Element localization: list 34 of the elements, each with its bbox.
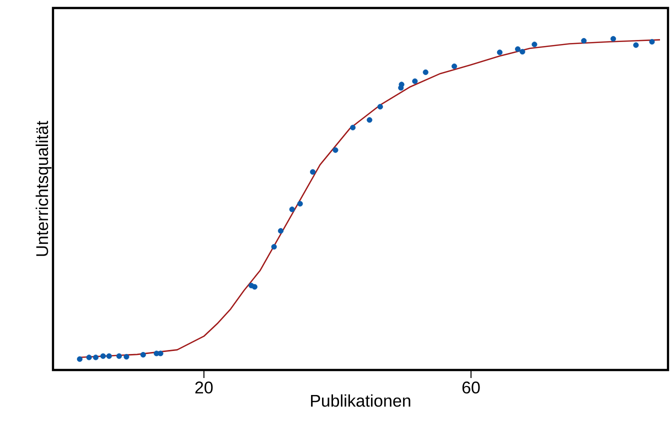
point: [377, 104, 383, 110]
x-tick-label: 60: [462, 382, 480, 394]
point: [297, 200, 303, 207]
point: [633, 42, 639, 48]
point: [86, 354, 92, 360]
point: [124, 354, 130, 360]
y-axis-title: Unterrichtsqualität: [36, 120, 52, 256]
point: [649, 38, 655, 45]
point: [350, 124, 356, 130]
point: [100, 353, 106, 359]
x-axis-title: Publikationen: [311, 394, 410, 407]
point: [271, 244, 277, 250]
x-tick-label: 20: [195, 382, 213, 394]
point: [496, 50, 503, 56]
point: [581, 38, 587, 44]
point: [140, 352, 146, 358]
point: [514, 46, 521, 52]
point: [398, 82, 404, 88]
point: [92, 354, 99, 360]
point: [310, 169, 316, 175]
point: [76, 356, 82, 362]
point: [610, 36, 616, 42]
point: [422, 69, 428, 76]
point: [116, 353, 122, 359]
point: [520, 48, 526, 55]
point: [332, 147, 338, 153]
point: [366, 117, 372, 123]
point: [452, 63, 458, 70]
point: [106, 353, 112, 359]
point: [252, 284, 258, 290]
point: [289, 206, 295, 212]
point: [532, 42, 538, 48]
point: [412, 78, 418, 84]
point: [278, 228, 284, 234]
